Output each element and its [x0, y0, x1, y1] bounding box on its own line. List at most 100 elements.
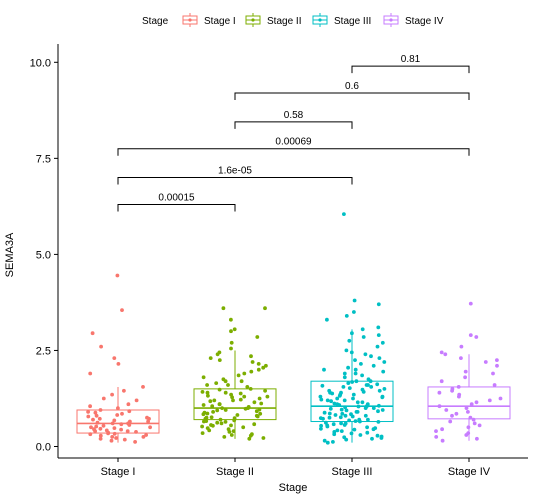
data-point	[252, 422, 257, 427]
data-point	[344, 408, 349, 413]
data-point	[377, 388, 382, 393]
data-point	[98, 433, 103, 438]
data-point	[232, 327, 237, 332]
comparison-bracket: 0.6	[234, 81, 470, 101]
data-point	[351, 392, 356, 397]
legend-item: Stage I	[182, 13, 236, 27]
data-point	[369, 354, 373, 359]
data-point	[125, 429, 130, 433]
data-point	[440, 427, 444, 432]
data-point	[207, 428, 212, 433]
data-point	[434, 435, 439, 439]
data-point	[450, 388, 454, 393]
p-value-label: 0.00015	[158, 192, 195, 203]
data-point	[448, 419, 453, 424]
data-point	[217, 402, 222, 407]
data-point	[245, 385, 250, 389]
data-point	[487, 398, 492, 403]
data-point	[110, 421, 115, 426]
data-point	[243, 406, 248, 411]
data-point	[88, 404, 92, 409]
data-point	[375, 344, 380, 349]
data-point	[491, 371, 495, 376]
data-point	[347, 386, 352, 390]
data-point	[454, 411, 459, 416]
data-point	[200, 390, 205, 394]
comparison-bracket: 0.00015	[117, 192, 236, 212]
bracket-line	[234, 92, 470, 101]
data-point	[365, 425, 369, 430]
data-point	[439, 379, 444, 384]
data-point	[122, 388, 126, 393]
data-point	[477, 423, 482, 428]
x-axis: Stage I Stage II Stage III Stage IV Stage	[58, 457, 528, 494]
data-point	[371, 406, 376, 410]
p-value-label: 0.6	[345, 81, 359, 92]
data-point	[242, 394, 247, 399]
data-point	[200, 424, 205, 429]
data-point	[472, 421, 477, 426]
jitter-points	[86, 212, 503, 445]
data-point	[95, 420, 100, 425]
data-point	[91, 417, 95, 422]
legend-item: Stage II	[245, 13, 301, 27]
data-point	[99, 344, 103, 349]
data-point	[361, 335, 366, 339]
data-point	[327, 411, 332, 416]
data-point	[342, 423, 347, 427]
data-point	[376, 325, 381, 330]
data-point	[343, 405, 347, 410]
data-point	[134, 398, 139, 403]
data-point	[112, 426, 117, 430]
data-point	[134, 430, 138, 434]
data-point	[464, 406, 469, 410]
data-point	[208, 399, 213, 404]
comparison-bracket: 1.6e-05	[117, 166, 353, 185]
data-point	[464, 433, 469, 437]
data-point	[215, 420, 220, 425]
data-point	[322, 367, 326, 372]
data-point	[319, 423, 323, 428]
legend-item: Stage III	[312, 13, 371, 27]
data-point	[365, 430, 370, 435]
data-point	[201, 403, 206, 407]
data-point	[350, 414, 355, 419]
data-point	[146, 419, 151, 424]
data-point	[349, 350, 354, 355]
data-point	[322, 410, 327, 415]
data-point	[331, 422, 336, 427]
data-point	[360, 327, 365, 332]
data-point	[97, 416, 102, 421]
data-point	[376, 302, 381, 307]
data-point	[328, 406, 333, 411]
data-point	[229, 340, 234, 345]
data-point	[127, 419, 132, 424]
data-point	[255, 335, 260, 339]
comparison-bracket: 0.58	[234, 110, 353, 129]
data-point	[222, 435, 227, 439]
box-rect	[76, 409, 160, 434]
data-point	[368, 379, 373, 384]
data-point	[468, 415, 473, 420]
data-point	[342, 398, 347, 403]
data-point	[318, 394, 323, 399]
data-point	[209, 415, 214, 420]
data-point	[221, 306, 226, 311]
data-point	[320, 383, 325, 388]
data-point	[223, 408, 228, 412]
data-point	[110, 435, 115, 439]
data-point	[205, 390, 210, 395]
data-point	[264, 363, 268, 368]
data-point	[217, 358, 222, 362]
data-point	[474, 335, 479, 339]
data-point	[331, 440, 335, 444]
x-tick-label: Stage IV	[448, 466, 491, 478]
data-point	[242, 371, 247, 376]
data-point	[346, 381, 351, 385]
data-point	[322, 438, 327, 443]
p-value-label: 0.58	[284, 110, 304, 121]
legend-label: Stage IV	[405, 16, 444, 27]
data-point	[352, 427, 357, 432]
data-point	[219, 421, 224, 426]
data-point	[247, 436, 252, 441]
